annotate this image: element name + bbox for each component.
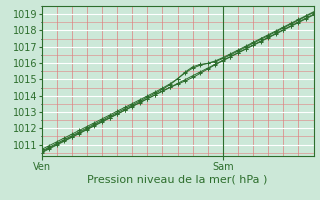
X-axis label: Pression niveau de la mer( hPa ): Pression niveau de la mer( hPa ) xyxy=(87,174,268,184)
